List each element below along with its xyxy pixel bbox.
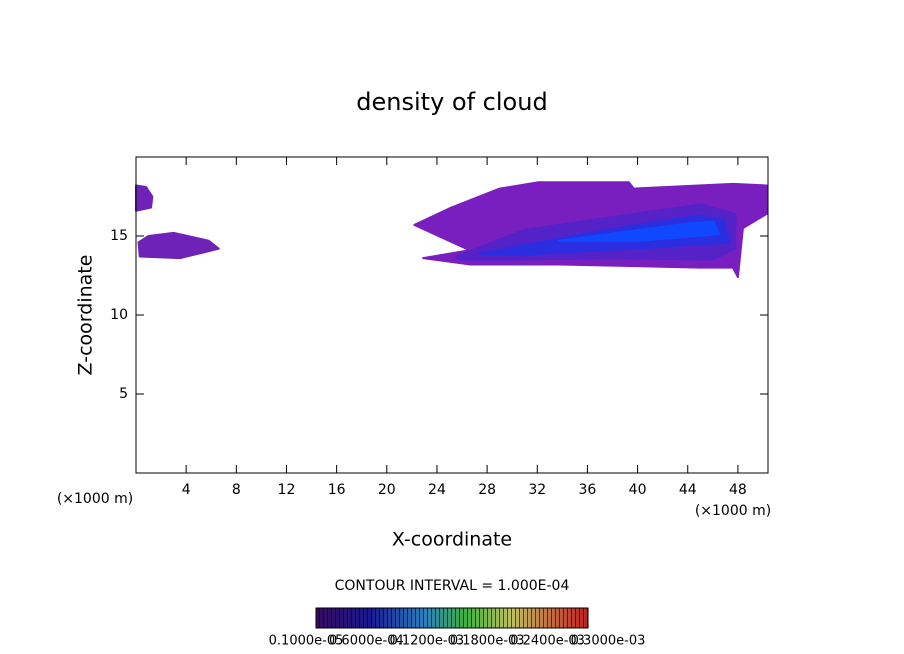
colorbar-label: 0.3000e-03 [571,634,646,649]
contour-region [135,184,154,212]
x-tick-label: 24 [428,482,446,498]
y-tick-label: 10 [110,307,128,323]
x-tick-label: 28 [478,482,496,498]
x-tick-label: 12 [278,482,296,498]
x-unit: (×1000 m) [695,503,771,519]
y-tick-label: 15 [110,228,128,244]
colorbar-label: 0.1000e-05 [269,634,344,649]
x-tick-label: 16 [328,482,346,498]
x-tick-label: 40 [629,482,647,498]
x-tick-label: 4 [182,482,191,498]
x-tick-label: 44 [679,482,697,498]
x-unit: (×1000 m) [57,491,133,507]
y-tick-label: 5 [119,386,128,402]
colorbar-labels: 0.1000e-050.6000e-040.1200e-030.1800e-03… [269,634,646,649]
contour-region [557,220,721,242]
colorbar-label: 0.1800e-03 [450,634,525,649]
x-tick-label: 8 [232,482,241,498]
x-tick-label: 20 [378,482,396,498]
colorbar-label: 0.1200e-03 [389,634,464,649]
chart-title: density of cloud [356,88,547,116]
colorbar-stripes [316,608,588,628]
x-tick-label: 32 [528,482,546,498]
colorbar-label: 0.6000e-04 [329,634,404,649]
colorbar-label: 0.2400e-03 [510,634,585,649]
y-axis-label: Z-coordinate [75,255,97,376]
plot-area [135,181,768,279]
annotation: CONTOUR INTERVAL = 1.000E-04 [335,578,570,594]
x-axis-label: X-coordinate [392,529,512,551]
x-tick-label: 36 [579,482,597,498]
x-tick-label: 48 [729,482,747,498]
contour-region [137,231,220,260]
